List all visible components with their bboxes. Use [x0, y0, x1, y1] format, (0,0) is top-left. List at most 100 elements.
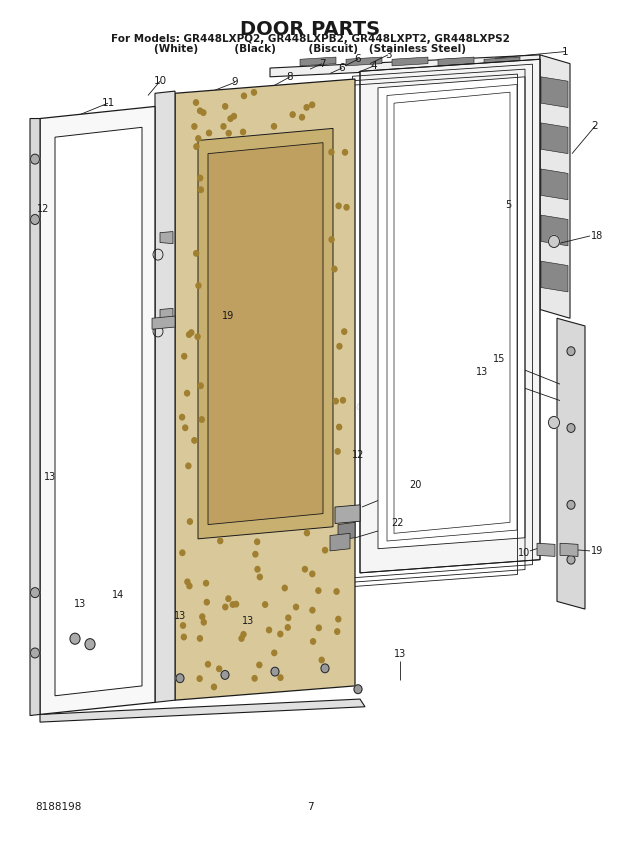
Polygon shape	[541, 123, 568, 153]
Circle shape	[252, 675, 257, 681]
Polygon shape	[540, 55, 570, 318]
Circle shape	[241, 129, 246, 134]
Circle shape	[282, 586, 287, 591]
Polygon shape	[55, 128, 142, 696]
Polygon shape	[270, 55, 540, 77]
Text: 7: 7	[307, 801, 313, 811]
Circle shape	[342, 150, 348, 155]
Circle shape	[329, 149, 334, 155]
Polygon shape	[175, 79, 355, 700]
Text: 19: 19	[222, 311, 234, 321]
Circle shape	[267, 627, 272, 633]
Circle shape	[286, 615, 291, 621]
Circle shape	[198, 175, 203, 181]
Circle shape	[228, 116, 233, 122]
Circle shape	[285, 625, 290, 630]
Polygon shape	[484, 57, 520, 66]
Circle shape	[193, 100, 198, 105]
Circle shape	[310, 608, 315, 613]
Circle shape	[200, 614, 205, 620]
Circle shape	[180, 550, 185, 556]
Circle shape	[252, 90, 257, 95]
Text: 13: 13	[44, 473, 56, 483]
Polygon shape	[198, 128, 333, 538]
Circle shape	[309, 102, 315, 108]
Circle shape	[278, 675, 283, 681]
Circle shape	[335, 629, 340, 634]
Circle shape	[304, 530, 309, 536]
Circle shape	[230, 602, 235, 607]
Circle shape	[239, 636, 244, 641]
Text: 12: 12	[37, 204, 49, 213]
Circle shape	[322, 548, 327, 553]
Circle shape	[180, 414, 185, 420]
Circle shape	[334, 589, 339, 594]
Circle shape	[187, 519, 192, 524]
Circle shape	[206, 130, 211, 136]
Polygon shape	[378, 77, 525, 549]
Polygon shape	[557, 318, 585, 609]
Circle shape	[183, 425, 188, 431]
Circle shape	[272, 650, 277, 656]
Circle shape	[199, 417, 204, 422]
Polygon shape	[160, 308, 173, 320]
Circle shape	[549, 417, 559, 429]
Circle shape	[567, 424, 575, 432]
Circle shape	[192, 437, 197, 443]
Circle shape	[255, 567, 260, 572]
Circle shape	[187, 583, 192, 589]
Polygon shape	[541, 169, 568, 199]
Circle shape	[303, 567, 308, 572]
Polygon shape	[208, 143, 323, 525]
Text: DOOR PARTS: DOOR PARTS	[240, 20, 380, 39]
Text: 4: 4	[371, 61, 378, 71]
Text: 20: 20	[409, 480, 421, 490]
Circle shape	[198, 108, 203, 114]
Circle shape	[30, 215, 40, 224]
Circle shape	[30, 154, 40, 164]
Text: 3: 3	[384, 50, 391, 60]
Circle shape	[316, 625, 321, 631]
Circle shape	[221, 670, 229, 680]
Circle shape	[182, 354, 187, 359]
Circle shape	[319, 657, 324, 663]
Text: 13: 13	[476, 367, 488, 377]
Circle shape	[549, 235, 559, 247]
Circle shape	[176, 674, 184, 682]
Circle shape	[234, 602, 239, 607]
Circle shape	[567, 501, 575, 509]
Text: 6: 6	[339, 63, 345, 73]
Circle shape	[85, 639, 95, 650]
Circle shape	[255, 539, 260, 544]
Text: 8188198: 8188198	[35, 801, 81, 811]
Text: 6: 6	[355, 54, 361, 64]
Text: 15: 15	[493, 354, 505, 364]
Circle shape	[342, 329, 347, 335]
Circle shape	[290, 112, 295, 117]
Circle shape	[271, 667, 279, 676]
Text: 9: 9	[232, 77, 238, 87]
Circle shape	[205, 599, 210, 605]
Text: 22: 22	[392, 519, 404, 528]
Circle shape	[203, 580, 208, 586]
Polygon shape	[40, 699, 365, 722]
Text: 11: 11	[102, 98, 115, 108]
Text: 13: 13	[174, 610, 186, 621]
Circle shape	[192, 124, 197, 129]
Text: 18: 18	[591, 231, 603, 241]
Circle shape	[202, 620, 206, 625]
Circle shape	[180, 623, 185, 628]
Polygon shape	[330, 533, 350, 551]
Text: 13: 13	[242, 616, 254, 626]
Circle shape	[253, 551, 258, 557]
Polygon shape	[338, 522, 355, 540]
Circle shape	[340, 397, 345, 403]
Circle shape	[293, 604, 298, 609]
Circle shape	[354, 685, 362, 693]
Text: 2: 2	[591, 122, 598, 131]
Circle shape	[196, 282, 201, 288]
Circle shape	[197, 636, 202, 641]
Circle shape	[335, 449, 340, 455]
Circle shape	[257, 663, 262, 668]
Circle shape	[193, 251, 198, 256]
